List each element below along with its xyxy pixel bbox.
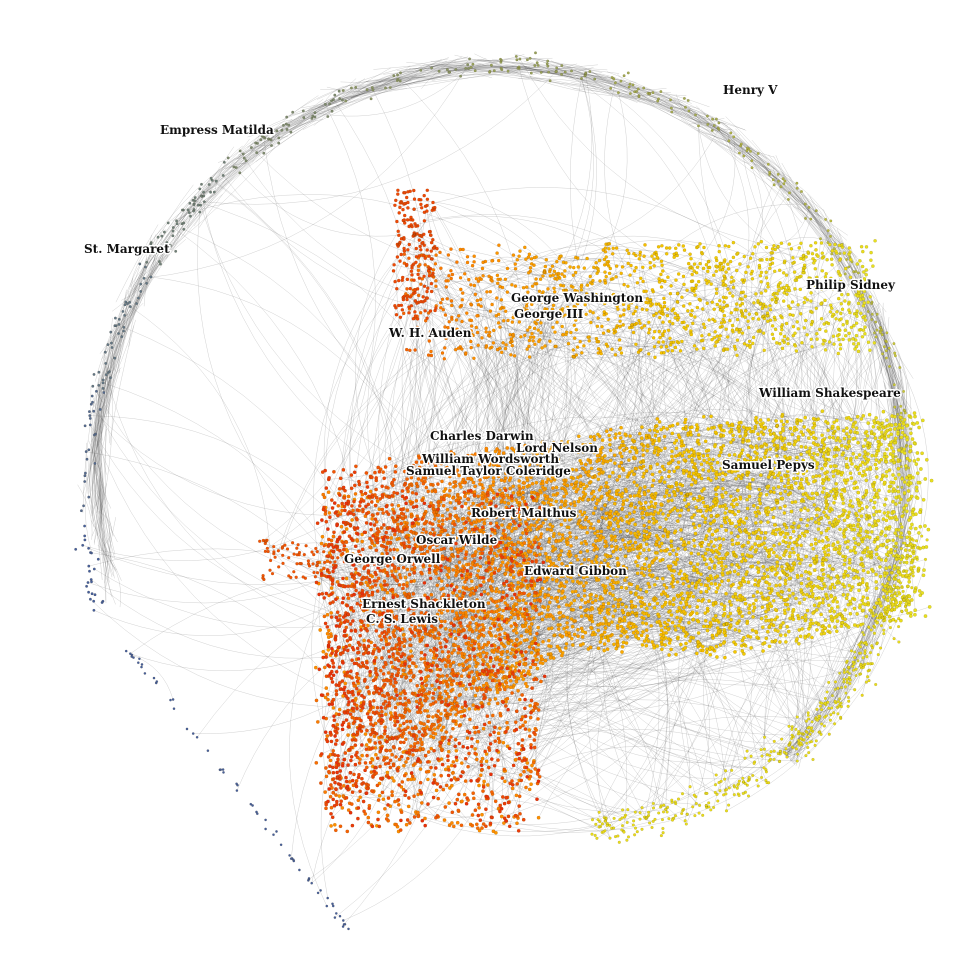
node-cluster <box>145 160 226 266</box>
label-c-s-lewis: C. S. Lewis <box>366 612 438 626</box>
node-cluster <box>617 243 708 657</box>
node-cluster <box>727 131 818 221</box>
label-layer: Henry V Empress Matilda St. Margaret Geo… <box>83 82 903 628</box>
label-lord-nelson: Lord Nelson <box>516 441 598 455</box>
label-samuel-pepys: Samuel Pepys <box>722 458 815 472</box>
label-george-washington: George Washington <box>511 291 643 305</box>
label-oscar-wilde: Oscar Wilde <box>416 533 498 547</box>
node-cluster <box>540 254 633 654</box>
label-george-orwell: George Orwell <box>344 552 441 566</box>
label-robert-malthus: Robert Malthus <box>471 506 577 520</box>
node-cluster <box>91 262 153 390</box>
node-layer <box>74 51 934 931</box>
node-cluster <box>574 248 657 653</box>
label-philip-sidney: Philip Sidney <box>806 278 896 292</box>
label-charles-darwin: Charles Darwin <box>430 429 534 443</box>
node-cluster <box>742 239 853 649</box>
node-cluster <box>701 244 804 653</box>
label-edward-gibbon: Edward Gibbon <box>524 564 627 578</box>
node-cluster <box>721 240 838 646</box>
node-cluster <box>874 331 913 458</box>
node-cluster <box>609 71 721 132</box>
node-cluster <box>314 468 541 833</box>
label-w-h-auden: W. H. Auden <box>388 326 472 340</box>
node-cluster <box>314 253 543 830</box>
node-cluster <box>590 242 929 844</box>
label-henry-v: Henry V <box>723 83 778 97</box>
label-william-wordsworth: William Wordsworth <box>421 452 559 466</box>
label-william-shakespeare: William Shakespeare <box>758 386 901 400</box>
node-cluster <box>317 495 547 828</box>
node-cluster <box>74 524 350 931</box>
label-st-margaret: St. Margaret <box>84 242 170 256</box>
label-ernest-shackleton: Ernest Shackleton <box>362 597 486 611</box>
label-empress-matilda: Empress Matilda <box>160 123 274 137</box>
node-cluster <box>226 89 344 175</box>
node-cluster <box>680 242 771 659</box>
node-cluster <box>507 245 598 681</box>
label-samuel-taylor-coleridge: Samuel Taylor Coleridge <box>406 464 571 478</box>
node-cluster <box>785 241 893 629</box>
node-cluster <box>597 241 915 840</box>
label-george-iii: George III <box>514 307 584 321</box>
node-cluster <box>79 389 106 513</box>
node-cluster <box>341 57 472 103</box>
node-cluster <box>765 241 871 639</box>
node-cluster <box>469 51 597 83</box>
